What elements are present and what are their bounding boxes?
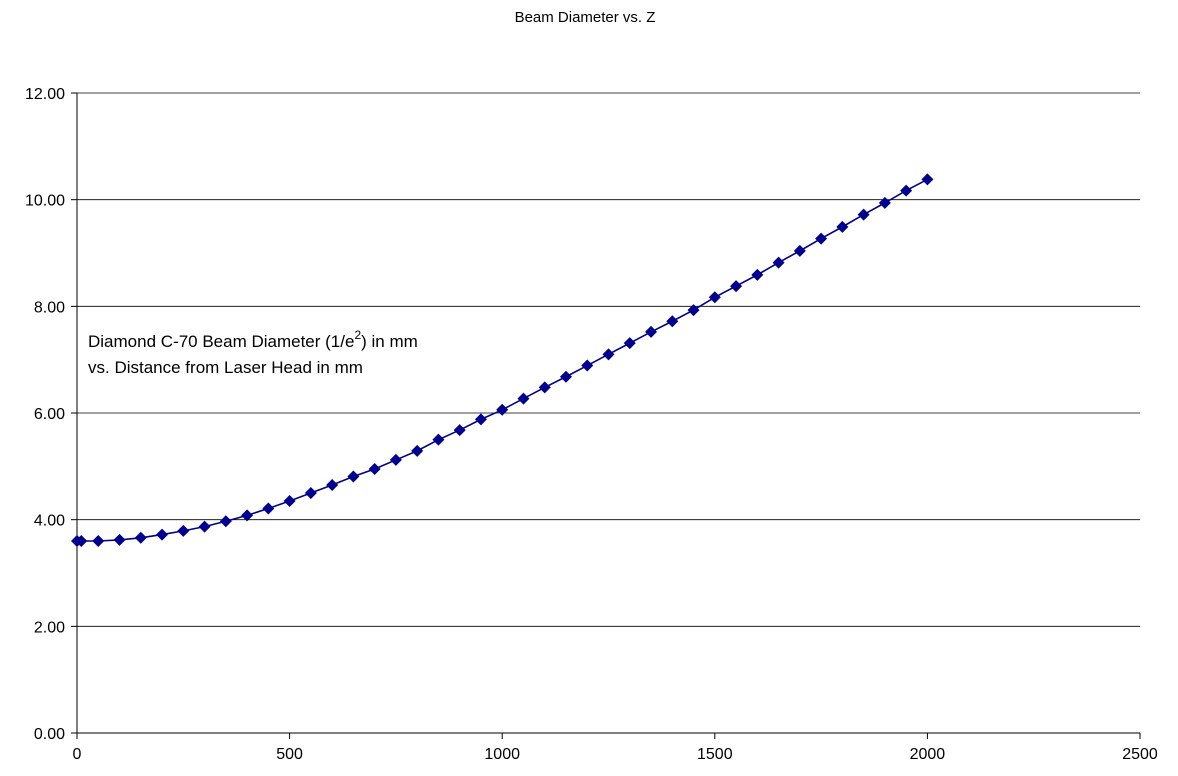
data-point: [326, 479, 339, 491]
data-point: [517, 392, 530, 405]
axes: [71, 92, 1141, 739]
data-point: [623, 337, 636, 350]
data-point: [772, 256, 785, 269]
y-tick-label: 0.00: [34, 726, 65, 743]
x-tick-label: 2000: [910, 746, 946, 763]
data-point: [751, 268, 764, 281]
x-tick-label: 500: [276, 746, 303, 763]
annotation-line-1-end: ) in mm: [361, 332, 418, 351]
data-point: [581, 359, 594, 372]
x-tick-labels: 0 500 1000 1500 2000 2500: [73, 746, 1158, 763]
data-point: [368, 463, 381, 475]
data-point: [602, 348, 615, 361]
data-point: [559, 370, 572, 383]
data-point: [347, 470, 360, 483]
data-point: [453, 424, 466, 437]
y-tick-label: 10.00: [25, 193, 65, 210]
x-tick-label: 1500: [697, 746, 733, 763]
chart-title: Beam Diameter vs. Z: [515, 9, 656, 26]
x-tick-label: 1000: [484, 746, 520, 763]
data-point: [496, 403, 509, 416]
x-tick-label: 2500: [1122, 746, 1158, 763]
data-point: [177, 524, 190, 537]
y-tick-label: 6.00: [34, 406, 65, 423]
data-point: [219, 515, 232, 528]
data-point: [92, 535, 105, 547]
data-point: [262, 502, 275, 515]
y-tick-labels: 0.00 2.00 4.00 6.00 8.00 10.00 12.00: [25, 86, 65, 743]
annotation-superscript: 2: [354, 328, 361, 342]
data-point: [708, 291, 721, 304]
data-point: [730, 280, 743, 293]
data-point: [432, 433, 445, 446]
annotation-line-2: vs. Distance from Laser Head in mm: [88, 358, 363, 377]
data-point: [198, 520, 211, 533]
data-point: [857, 208, 870, 221]
data-point: [156, 528, 169, 541]
gridlines: [77, 92, 1140, 627]
data-point: [283, 495, 296, 507]
data-point: [666, 315, 679, 328]
data-point: [793, 244, 806, 257]
data-point: [113, 533, 126, 546]
data-point: [304, 487, 317, 499]
data-point: [474, 413, 487, 426]
data-point: [815, 232, 828, 245]
data-point: [538, 381, 551, 394]
data-point: [645, 325, 658, 338]
annotation-line-1-text: Diamond C-70 Beam Diameter (1/e: [88, 332, 354, 351]
data-series: [71, 173, 934, 547]
data-point: [687, 304, 700, 317]
data-point: [134, 531, 147, 544]
data-point: [878, 196, 891, 209]
x-tick-label: 0: [73, 746, 82, 763]
data-point: [921, 173, 934, 186]
data-point: [836, 220, 849, 233]
data-point: [389, 453, 402, 466]
y-tick-label: 12.00: [25, 86, 65, 103]
data-point: [241, 509, 254, 522]
y-tick-label: 2.00: [34, 619, 65, 636]
annotation-line-1: Diamond C-70 Beam Diameter (1/e2) in mm: [88, 328, 418, 351]
y-tick-label: 8.00: [34, 299, 65, 316]
data-point: [411, 444, 424, 457]
data-point: [75, 535, 88, 547]
y-tick-label: 4.00: [34, 513, 65, 530]
data-point: [900, 184, 913, 197]
